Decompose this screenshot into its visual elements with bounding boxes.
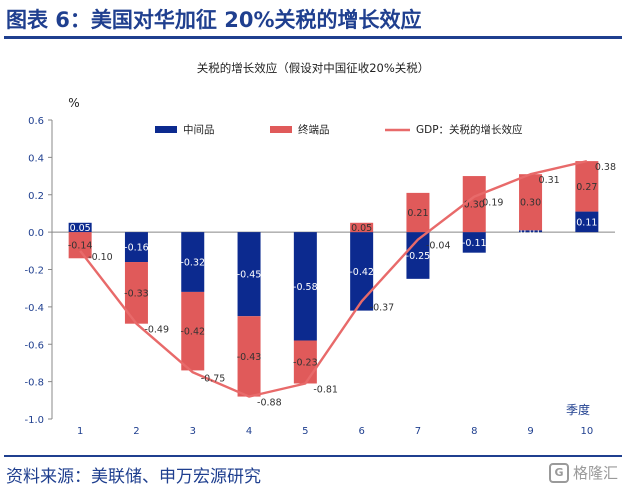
- bar-intermediate: [68, 222, 92, 233]
- bar-intermediate: [124, 232, 148, 263]
- footer-divider: [4, 455, 622, 457]
- chart-title: 关税的增长效应（假设对中国征收20%关税）: [197, 61, 430, 75]
- x-tick-label: 5: [302, 426, 308, 437]
- bar-intermediate: [575, 211, 599, 233]
- bar-intermediate-label: -0.32: [180, 258, 205, 269]
- bar-final-label: -0.23: [293, 358, 318, 369]
- gdp-point-label: 0.38: [595, 162, 616, 173]
- bar-final-label: 0.30: [464, 200, 485, 211]
- y-tick-label: -0.8: [24, 378, 44, 389]
- gdp-point-label: -0.49: [144, 325, 169, 336]
- y-tick-label: -1.0: [24, 415, 44, 426]
- bar-final: [350, 222, 374, 233]
- bar-final: [575, 161, 599, 212]
- bar-intermediate-label: 0.11: [576, 217, 597, 228]
- bar-final: [124, 262, 148, 324]
- x-tick-label: 7: [415, 426, 421, 437]
- gdp-point-label: -0.88: [257, 398, 282, 409]
- bar-final-label: -0.43: [237, 352, 262, 363]
- bar-intermediate-label: -0.11: [462, 238, 487, 249]
- bar-final-label: 0.21: [407, 208, 428, 219]
- y-tick-label: 0.4: [28, 153, 44, 164]
- gdp-point-label: 0.31: [539, 175, 560, 186]
- bar-intermediate: [462, 232, 486, 253]
- x-tick-label: 9: [527, 426, 533, 437]
- y-axis-unit: %: [68, 96, 79, 110]
- x-axis-title: 季度: [566, 402, 590, 417]
- y-tick-label: -0.6: [24, 340, 44, 351]
- gdp-point-label: -0.04: [426, 241, 451, 252]
- gdp-point-label: 0.19: [482, 198, 503, 209]
- page-header: 图表 6：美国对华加征 20%关税的增长效应: [0, 0, 626, 40]
- bar-intermediate: [293, 232, 317, 341]
- x-tick-label: 1: [77, 426, 83, 437]
- growth-effect-chart: 关税的增长效应（假设对中国征收20%关税）% 0.6 0.4 0.2 0.0 -0.2 -0…: [24, 61, 616, 437]
- bar-intermediate-label: -0.16: [124, 243, 149, 254]
- y-tick-label: -0.4: [24, 303, 44, 314]
- bar-intermediate-label: -0.25: [406, 251, 431, 262]
- y-tick-label: 0.0: [28, 228, 44, 239]
- bar-final-label: 0.05: [351, 223, 372, 234]
- y-tick-label: 0.2: [28, 191, 44, 202]
- chart-container: 关税的增长效应（假设对中国征收20%关税）% 0.6 0.4 0.2 0.0 -0.2 -0…: [0, 44, 626, 452]
- x-tick-label: 6: [358, 426, 364, 437]
- bar-final: [519, 174, 543, 231]
- bar-intermediate-label: -0.45: [237, 270, 262, 281]
- bar-final: [237, 316, 261, 397]
- bar-final: [68, 232, 92, 259]
- gdp-point-label: -0.75: [201, 373, 226, 384]
- bar-final-label: -0.42: [180, 327, 205, 338]
- source-note: 资料来源：美联储、申万宏源研究: [6, 467, 261, 487]
- x-tick-label: 10: [580, 426, 593, 437]
- watermark: G 格隆汇: [548, 462, 618, 483]
- bar-final-label: -0.33: [124, 288, 149, 299]
- legend-swatch-intermediate: [155, 126, 177, 133]
- figure-title: 图表 6：美国对华加征 20%关税的增长效应: [6, 8, 422, 32]
- bar-final-label: 0.30: [520, 198, 541, 209]
- y-tick-label: -0.2: [24, 266, 44, 277]
- bar-intermediate-label: -0.42: [349, 267, 374, 278]
- x-tick-label: 3: [190, 426, 196, 437]
- bar-intermediate-label: 0.01: [520, 227, 541, 238]
- bar-final: [181, 291, 205, 371]
- bar-final: [406, 192, 430, 233]
- bar-intermediate-label: 0.05: [70, 223, 91, 234]
- bar-intermediate-label: -0.58: [293, 282, 318, 293]
- gdp-point-label: -0.81: [313, 384, 338, 395]
- legend-label-final: 终端品: [298, 123, 330, 136]
- legend-swatch-final: [270, 126, 292, 133]
- bar-final: [462, 176, 486, 233]
- gdp-series-line: [79, 159, 588, 398]
- watermark-text: 格隆汇: [572, 464, 618, 482]
- bar-final-label: 0.27: [576, 182, 597, 193]
- x-tick-label: 8: [471, 426, 477, 437]
- bar-intermediate: [181, 232, 205, 292]
- watermark-logo-icon: G: [548, 462, 569, 483]
- bar-intermediate: [350, 232, 374, 311]
- legend-label-gdp: GDP：关税的增长效应: [416, 123, 523, 136]
- gdp-point-label: -0.10: [88, 252, 113, 263]
- x-tick-label: 4: [246, 426, 252, 437]
- bar-intermediate: [406, 232, 430, 279]
- bar-final-label: -0.14: [68, 241, 93, 252]
- legend-label-intermediate: 中间品: [183, 123, 215, 136]
- x-tick-label: 2: [133, 426, 139, 437]
- header-divider: [4, 36, 622, 39]
- gdp-point-label: -0.37: [370, 302, 395, 313]
- bar-intermediate: [237, 232, 261, 317]
- bar-final: [293, 340, 317, 384]
- bar-intermediate: [519, 230, 543, 233]
- y-tick-label: 0.6: [28, 116, 44, 127]
